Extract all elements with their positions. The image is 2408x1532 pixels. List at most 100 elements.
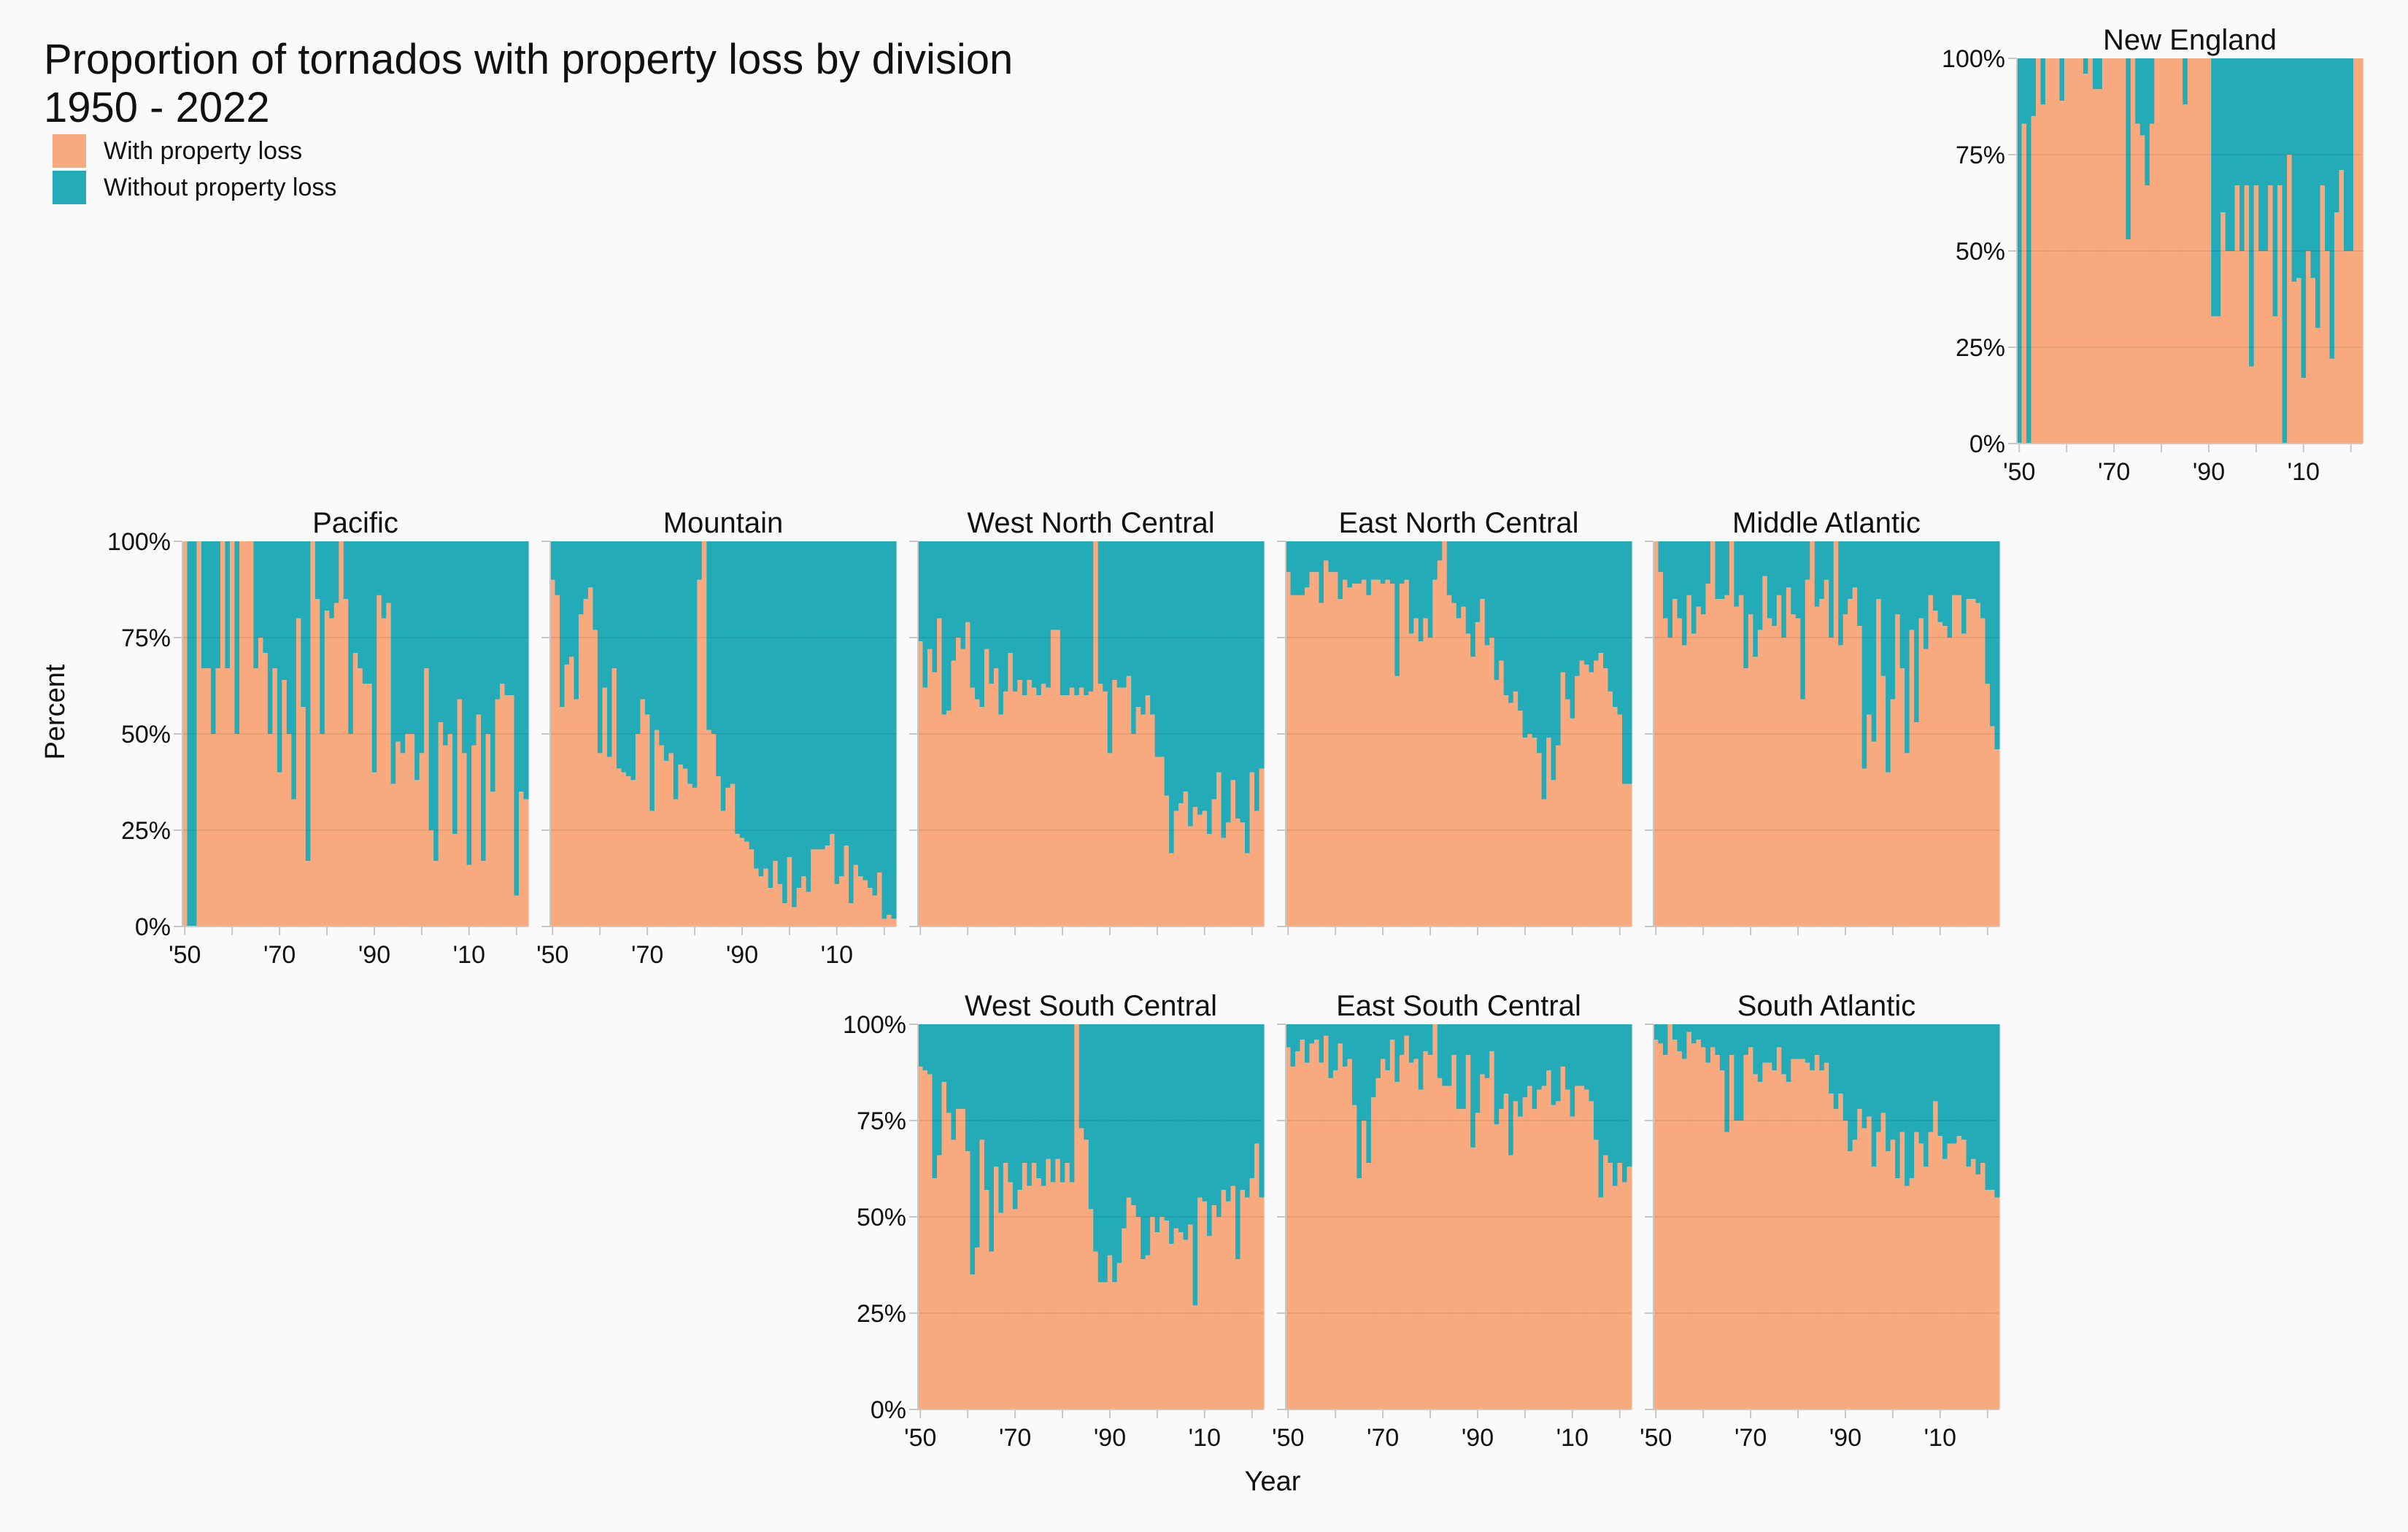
- bar-without-south-atlantic-1976: [1776, 1024, 1782, 1048]
- bar-with-east-south-central-1951: [1290, 1067, 1296, 1409]
- bar-with-middle-atlantic-1984: [1814, 606, 1820, 926]
- bar-with-middle-atlantic-1963: [1715, 599, 1721, 926]
- bar-with-west-north-central-1981: [1065, 695, 1070, 926]
- bar-with-west-south-central-1989: [1103, 1282, 1108, 1409]
- bar-with-east-south-central-1982: [1437, 1078, 1443, 1409]
- bar-without-mountain-1997: [773, 541, 779, 862]
- bar-with-west-north-central-1972: [1022, 695, 1027, 926]
- bar-without-east-north-central-1967: [1366, 541, 1372, 595]
- bar-with-south-atlantic-1999: [1886, 1151, 1891, 1409]
- bar-without-pacific-2019: [509, 541, 515, 696]
- bar-with-mountain-1966: [625, 776, 631, 926]
- y-tick-label-west-south-central: 100%: [843, 1011, 906, 1039]
- bar-without-mountain-1965: [621, 541, 627, 773]
- bar-with-east-north-central-1993: [1489, 638, 1495, 926]
- bar-without-middle-atlantic-1993: [1857, 541, 1863, 627]
- bar-with-east-south-central-1958: [1323, 1035, 1330, 1409]
- bar-with-east-north-central-1974: [1399, 584, 1405, 926]
- bar-with-mountain-2002: [796, 888, 802, 926]
- bar-without-east-north-central-2003: [1537, 541, 1543, 754]
- bar-without-middle-atlantic-1994: [1861, 541, 1867, 769]
- bar-with-middle-atlantic-2005: [1914, 722, 1920, 926]
- bar-without-east-south-central-1957: [1319, 1024, 1324, 1063]
- bar-with-west-south-central-2016: [1230, 1185, 1236, 1409]
- bar-with-south-atlantic-2009: [1933, 1101, 1939, 1409]
- bar-with-east-north-central-2020: [1617, 714, 1623, 926]
- bar-without-east-south-central-1986: [1456, 1024, 1462, 1110]
- bar-with-south-atlantic-2020: [1985, 1190, 1991, 1409]
- bar-with-west-south-central-1991: [1112, 1282, 1118, 1409]
- bar-without-west-south-central-1955: [941, 1024, 947, 1083]
- bar-without-new-england-2019: [2344, 58, 2350, 251]
- bar-with-pacific-1989: [367, 684, 373, 926]
- bar-without-mountain-1991: [744, 541, 750, 842]
- bar-without-east-south-central-1956: [1313, 1024, 1320, 1040]
- bar-with-south-atlantic-1976: [1776, 1047, 1782, 1409]
- bar-with-south-atlantic-2004: [1909, 1178, 1915, 1409]
- bar-without-west-south-central-2011: [1207, 1024, 1213, 1237]
- bar-with-new-england-1985: [2183, 104, 2188, 444]
- bar-without-west-south-central-1977: [1046, 1024, 1051, 1159]
- bar-with-new-england-2012: [2310, 277, 2316, 444]
- bar-with-east-north-central-1956: [1313, 572, 1320, 926]
- bar-without-new-england-1993: [2220, 58, 2226, 213]
- bar-without-middle-atlantic-2004: [1909, 541, 1915, 630]
- bar-with-east-south-central-1991: [1480, 1074, 1486, 1409]
- y-tick-label-new-england: 50%: [1956, 238, 2005, 266]
- bar-with-west-north-central-2019: [1245, 853, 1251, 926]
- bar-without-west-north-central-2021: [1254, 541, 1260, 811]
- bar-with-south-atlantic-1974: [1767, 1062, 1772, 1409]
- bar-without-new-england-1953: [2031, 58, 2037, 117]
- bar-with-middle-atlantic-1965: [1724, 595, 1730, 926]
- bar-with-mountain-2015: [858, 876, 864, 926]
- bar-without-south-atlantic-2019: [1980, 1024, 1986, 1164]
- bar-without-middle-atlantic-2020: [1985, 541, 1991, 684]
- bar-without-mountain-2004: [806, 541, 811, 892]
- bar-without-pacific-1956: [210, 541, 217, 734]
- bar-without-west-north-central-1972: [1022, 541, 1027, 696]
- bar-with-west-north-central-1996: [1135, 707, 1141, 926]
- bar-with-east-south-central-1968: [1370, 1097, 1376, 1409]
- bar-without-middle-atlantic-1985: [1819, 541, 1825, 600]
- bar-without-mountain-1972: [654, 541, 660, 730]
- bar-with-east-south-central-1996: [1503, 1094, 1509, 1409]
- bar-with-middle-atlantic-1968: [1738, 595, 1744, 926]
- bar-with-west-north-central-2021: [1254, 811, 1260, 926]
- bar-without-south-atlantic-2005: [1914, 1024, 1920, 1132]
- bar-with-east-south-central-1954: [1304, 1062, 1311, 1409]
- bar-with-east-north-central-1989: [1470, 657, 1476, 926]
- bar-without-west-south-central-2004: [1173, 1024, 1179, 1229]
- bar-with-pacific-1991: [377, 595, 382, 926]
- bar-without-east-south-central-1963: [1347, 1024, 1353, 1059]
- bar-with-west-north-central-1991: [1112, 680, 1118, 926]
- bar-with-east-south-central-2003: [1537, 1089, 1543, 1409]
- bar-with-middle-atlantic-1999: [1886, 772, 1891, 926]
- bar-without-west-north-central-1967: [998, 541, 1004, 715]
- bar-without-south-atlantic-1989: [1838, 1024, 1844, 1094]
- bar-with-mountain-2017: [868, 888, 873, 926]
- bar-without-west-north-central-1956: [946, 541, 952, 711]
- bar-with-east-north-central-1998: [1513, 691, 1518, 926]
- x-tick-label-mountain: '90: [726, 941, 758, 969]
- bar-with-west-south-central-1973: [1027, 1185, 1033, 1409]
- bar-with-west-south-central-1994: [1126, 1197, 1132, 1409]
- bar-without-east-north-central-2005: [1546, 541, 1552, 738]
- bar-with-new-england-1970: [2111, 58, 2117, 444]
- bar-without-mountain-2008: [825, 541, 830, 846]
- bar-with-east-south-central-1955: [1309, 1043, 1315, 1409]
- bar-without-pacific-2014: [485, 541, 491, 734]
- bar-without-west-south-central-1950: [918, 1024, 924, 1067]
- bar-without-west-south-central-1991: [1112, 1024, 1118, 1283]
- bar-with-new-england-1966: [2092, 89, 2098, 444]
- bar-without-east-north-central-2015: [1594, 541, 1599, 661]
- bar-with-west-north-central-2022: [1259, 768, 1265, 926]
- bar-with-middle-atlantic-1985: [1819, 599, 1825, 926]
- bar-without-middle-atlantic-1980: [1795, 541, 1801, 619]
- bar-with-west-south-central-1987: [1093, 1251, 1099, 1409]
- bar-with-mountain-1984: [711, 734, 717, 926]
- bar-with-west-south-central-1961: [970, 1274, 976, 1409]
- bar-without-west-north-central-1962: [974, 541, 981, 700]
- bar-without-middle-atlantic-2010: [1937, 541, 1943, 622]
- bar-with-middle-atlantic-1986: [1824, 579, 1829, 926]
- bar-without-south-atlantic-2011: [1942, 1024, 1948, 1159]
